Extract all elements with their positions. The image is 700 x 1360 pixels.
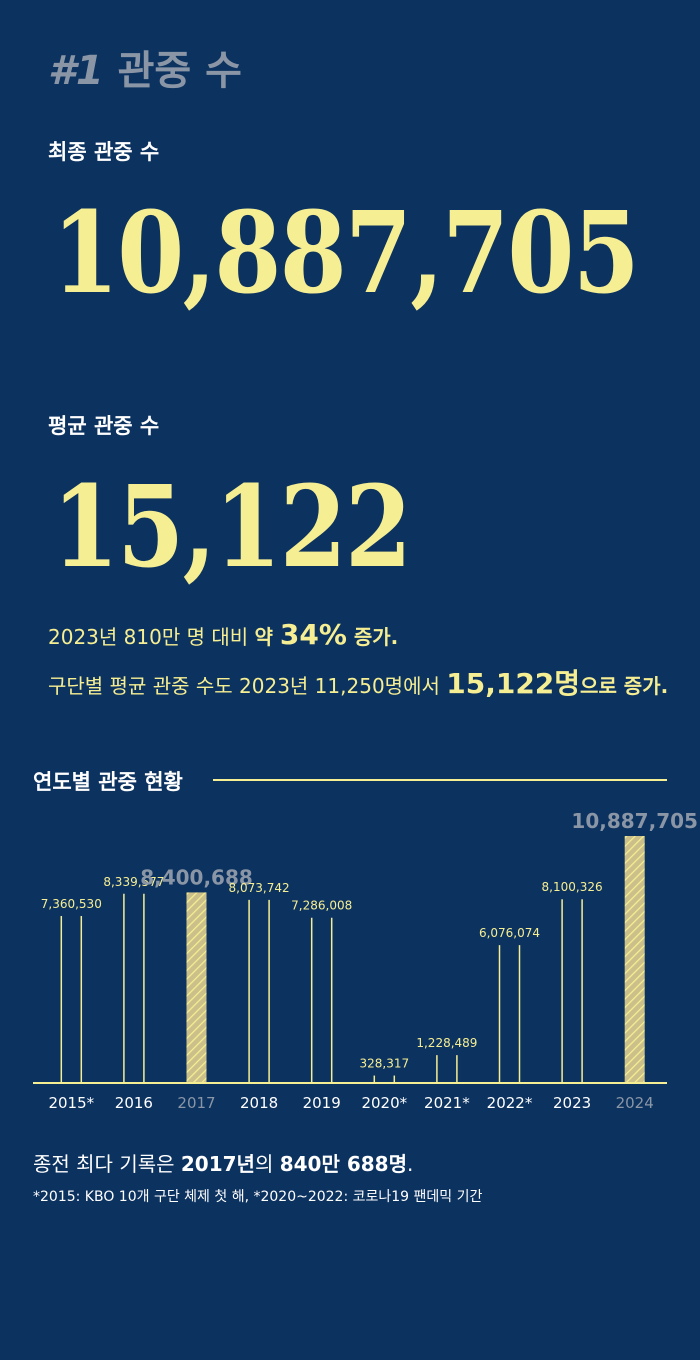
footer-text-1: 종전 최다 기록은	[33, 1152, 181, 1176]
note-1-percent: 34%	[279, 618, 347, 651]
footer-record-value: 840만 688명	[279, 1152, 407, 1176]
data-label-2024: 10,887,705	[571, 809, 698, 833]
note-line-1: 2023년 810만 명 대비 약 34% 증가.	[48, 618, 398, 651]
total-value: 10,887,705	[52, 188, 640, 319]
footnote: *2015: KBO 10개 구단 체제 첫 해, *2020~2022: 코로…	[33, 1189, 483, 1205]
data-label-2017: 8,400,688	[140, 865, 253, 889]
note-1-about: 약	[254, 625, 280, 649]
data-label-2019: 7,286,008	[291, 899, 352, 913]
data-label-2018: 8,073,742	[229, 881, 290, 895]
bar-2017	[186, 892, 207, 1083]
data-label-2023: 8,100,326	[542, 880, 603, 894]
footer-year: 2017년	[180, 1152, 255, 1176]
attendance-chart: 7,360,530 2015* 8,339,577 2016 8,400,688 2017…	[33, 809, 698, 1112]
footer-text-2: 의	[254, 1152, 280, 1176]
tick-label-2023: 2023	[553, 1094, 591, 1112]
tick-label-2016: 2016	[115, 1094, 153, 1112]
total-label: 최종 관중 수	[48, 140, 160, 164]
note-line-2: 구단별 평균 관중 수도 2023년 11,250명에서 15,122명으로 증…	[48, 662, 668, 702]
data-label-2021: 1,228,489	[416, 1036, 477, 1050]
note-1-increase: 증가.	[346, 625, 399, 649]
tick-label-2015: 2015*	[48, 1094, 94, 1112]
footer-text-3: .	[406, 1152, 414, 1176]
data-label-2015: 7,360,530	[41, 897, 102, 911]
section-tag: #1 관중 수	[48, 38, 242, 96]
chart-heading-rule	[213, 779, 667, 781]
data-label-2022: 6,076,074	[479, 926, 540, 940]
section-title: 관중 수	[117, 48, 242, 94]
bar-2024	[624, 836, 645, 1083]
tick-label-2024: 2024	[616, 1094, 654, 1112]
tick-label-2020: 2020*	[361, 1094, 407, 1112]
tick-label-2017: 2017	[177, 1094, 215, 1112]
tick-label-2018: 2018	[240, 1094, 278, 1112]
data-label-2016: 8,339,577	[103, 875, 164, 889]
tick-label-2021: 2021*	[424, 1094, 470, 1112]
note-2-value: 15,122명	[446, 667, 581, 700]
note-2-text: 구단별 평균 관중 수도 2023년 11,250명에서	[48, 674, 447, 698]
chart-heading: 연도별 관중 현황	[33, 770, 183, 794]
footer-record: 종전 최다 기록은 2017년의 840만 688명.	[33, 1148, 413, 1177]
average-label: 평균 관중 수	[48, 414, 160, 438]
chart-heading-row: 연도별 관중 현황	[33, 766, 667, 796]
data-label-2020: 328,317	[359, 1057, 409, 1071]
average-value: 15,122	[52, 462, 412, 593]
tick-label-2022: 2022*	[487, 1094, 533, 1112]
note-1-text: 2023년 810만 명 대비	[48, 625, 255, 649]
tick-label-2019: 2019	[303, 1094, 341, 1112]
section-number: #1	[48, 48, 104, 94]
note-2-increase: 으로 증가.	[580, 674, 669, 698]
